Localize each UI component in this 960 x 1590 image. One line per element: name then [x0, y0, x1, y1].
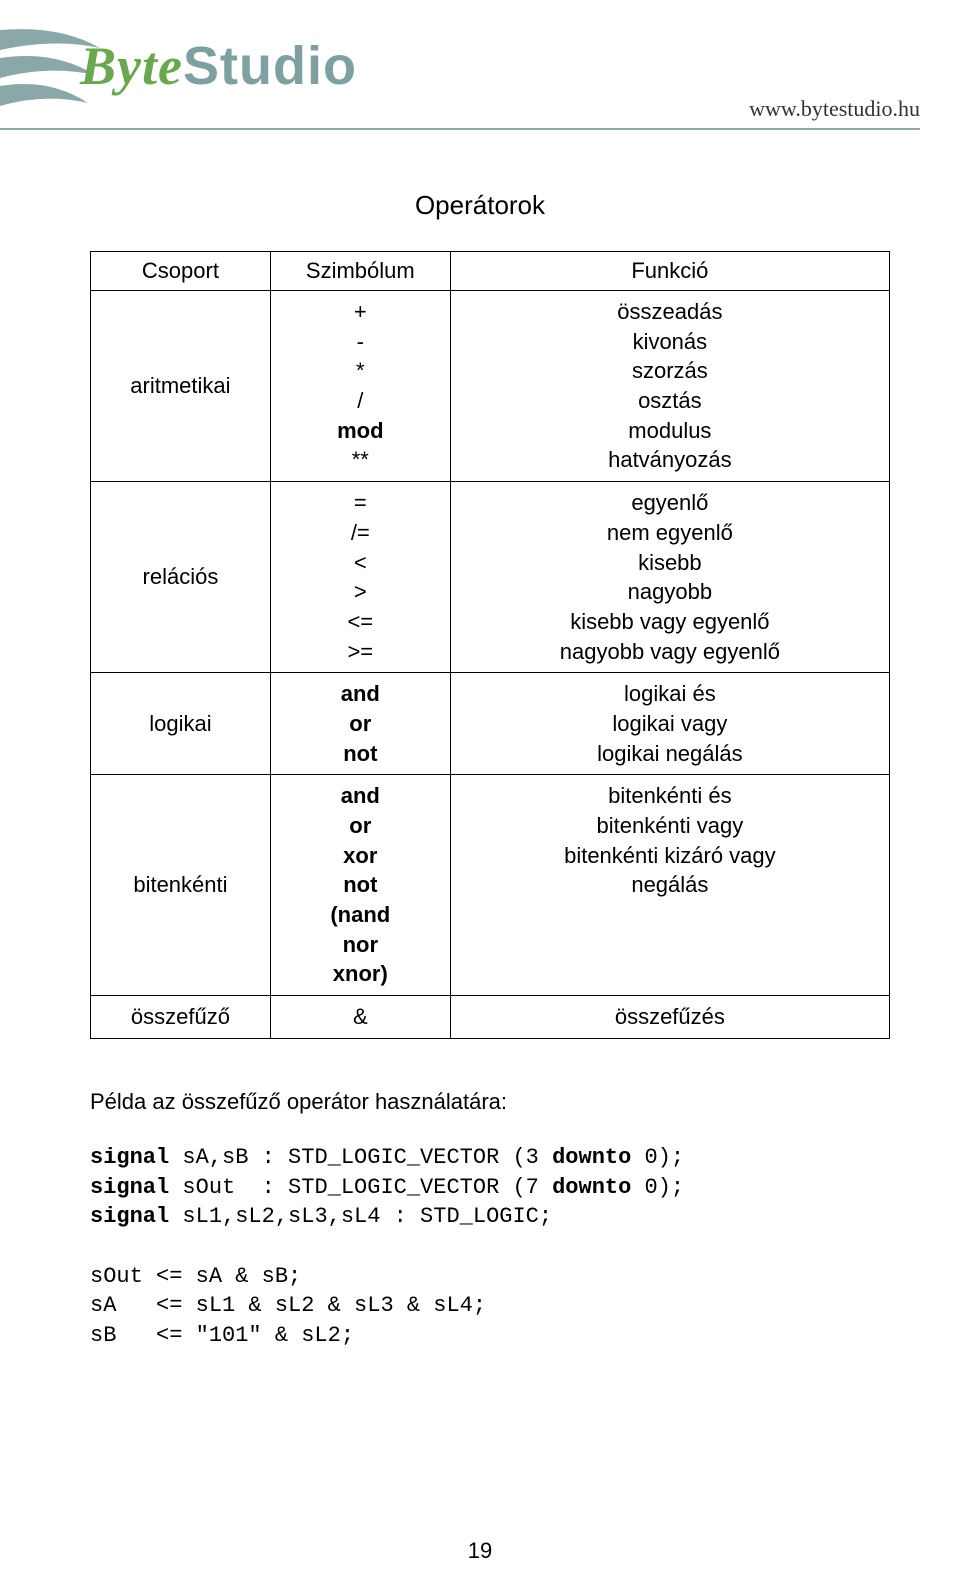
table-row: aritmetikai+-*/mod**összeadáskivonásszor… — [91, 291, 890, 482]
cell-group: aritmetikai — [91, 291, 271, 482]
cell-func: egyenlőnem egyenlőkisebbnagyobbkisebb va… — [450, 482, 889, 673]
page-number: 19 — [0, 1538, 960, 1564]
page-content: Operátorok Csoport Szimbólum Funkció ari… — [0, 130, 960, 1351]
cell-symbol: =/=<><=>= — [270, 482, 450, 673]
table-header-row: Csoport Szimbólum Funkció — [91, 252, 890, 291]
code-block: signal sA,sB : STD_LOGIC_VECTOR (3 downt… — [90, 1143, 870, 1351]
cell-group: relációs — [91, 482, 271, 673]
cell-func: logikai éslogikai vagylogikai negálás — [450, 673, 889, 775]
logo-byte-text: Byte — [80, 35, 183, 97]
cell-group: logikai — [91, 673, 271, 775]
operators-table: Csoport Szimbólum Funkció aritmetikai+-*… — [90, 251, 890, 1039]
cell-func: összeadáskivonásszorzásosztásmodulushatv… — [450, 291, 889, 482]
cell-symbol: +-*/mod** — [270, 291, 450, 482]
cell-group: bitenkénti — [91, 775, 271, 996]
col-header-group: Csoport — [91, 252, 271, 291]
col-header-symbol: Szimbólum — [270, 252, 450, 291]
cell-symbol: andorxornot(nandnorxnor) — [270, 775, 450, 996]
logo-studio-text: Studio — [183, 35, 357, 97]
page-header: ByteStudio www.bytestudio.hu — [0, 20, 920, 130]
table-row: logikaiandornotlogikai éslogikai vagylog… — [91, 673, 890, 775]
col-header-func: Funkció — [450, 252, 889, 291]
logo: ByteStudio — [80, 35, 357, 97]
site-url: www.bytestudio.hu — [749, 96, 920, 122]
section-title: Operátorok — [90, 190, 870, 221]
table-row: relációs=/=<><=>=egyenlőnem egyenlőkiseb… — [91, 482, 890, 673]
table-row: összefűző&összefűzés — [91, 996, 890, 1039]
table-row: bitenkéntiandorxornot(nandnorxnor)bitenk… — [91, 775, 890, 996]
cell-func: bitenkénti ésbitenkénti vagybitenkénti k… — [450, 775, 889, 996]
cell-group: összefűző — [91, 996, 271, 1039]
cell-func: összefűzés — [450, 996, 889, 1039]
cell-symbol: & — [270, 996, 450, 1039]
cell-symbol: andornot — [270, 673, 450, 775]
example-heading: Példa az összefűző operátor használatára… — [90, 1089, 870, 1115]
